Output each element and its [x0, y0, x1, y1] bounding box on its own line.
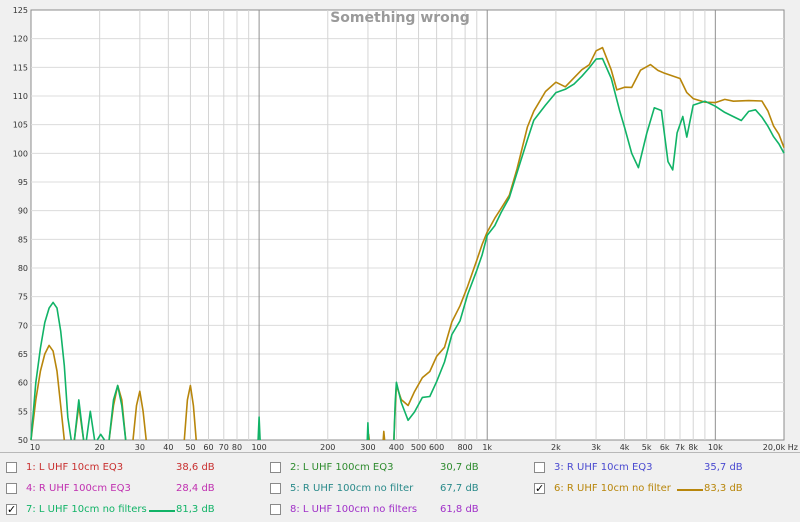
x-tick-label: 70 [219, 443, 229, 452]
legend-item-6[interactable]: ✓ 6: R UHF 10cm no filter 83,3 dB [534, 481, 774, 501]
legend-swatch [677, 489, 703, 491]
legend-checkbox[interactable] [270, 462, 281, 473]
legend-label: 7: L UHF 10cm no filters [26, 504, 147, 515]
x-tick-label: 10 [30, 443, 40, 452]
y-tick-label: 75 [18, 293, 28, 302]
legend-value: 38,6 dB [176, 462, 215, 473]
y-tick-label: 105 [13, 121, 28, 130]
series-line-2 [257, 416, 261, 441]
legend-checkbox[interactable] [6, 483, 17, 494]
legend-checkbox[interactable] [270, 483, 281, 494]
legend-item-1[interactable]: 1: L UHF 10cm EQ3 38,6 dB [6, 460, 246, 480]
legend-value: 83,3 dB [704, 483, 743, 494]
x-tick-label: 400 [389, 443, 404, 452]
x-tick-label: 60 [203, 443, 213, 452]
legend-label: 4: R UHF 100cm EQ3 [26, 483, 131, 494]
x-tick-label: 8k [688, 443, 698, 452]
legend-swatch [149, 510, 175, 512]
series-line-1 [393, 46, 785, 441]
y-tick-label: 100 [13, 149, 28, 158]
legend-item-3[interactable]: 3: R UHF 10cm EQ3 35,7 dB [534, 460, 774, 480]
series-line-2 [108, 384, 127, 441]
x-tick-label: 40 [163, 443, 173, 452]
series-line-2 [96, 433, 106, 441]
legend-checkbox[interactable] [534, 462, 545, 473]
x-tick-label: 6k [660, 443, 670, 452]
y-tick-label: 55 [18, 407, 28, 416]
x-tick-label: 2k [551, 443, 561, 452]
series-line-1 [183, 384, 197, 441]
y-tick-label: 90 [18, 207, 28, 216]
legend-checkbox[interactable] [270, 504, 281, 515]
x-tick-label: 200 [320, 443, 335, 452]
y-tick-label: 50 [18, 436, 28, 445]
legend-item-4[interactable]: 4: R UHF 100cm EQ3 28,4 dB [6, 481, 246, 501]
y-tick-label: 65 [18, 350, 28, 359]
series-line-2 [30, 301, 72, 441]
x-tick-label: 20,0k Hz [763, 443, 798, 452]
series-line-2 [393, 57, 785, 441]
series-line-2 [366, 422, 370, 441]
y-tick-label: 70 [18, 321, 28, 330]
x-tick-label: 300 [360, 443, 375, 452]
legend-label: 1: L UHF 10cm EQ3 [26, 462, 124, 473]
x-tick-label: 3k [591, 443, 601, 452]
x-tick-label: 50 [185, 443, 195, 452]
legend-item-5[interactable]: 5: R UHF 100cm no filter 67,7 dB [270, 481, 510, 501]
x-tick-label: 500 [411, 443, 426, 452]
legend-value: 35,7 dB [704, 462, 743, 473]
y-tick-label: 85 [18, 235, 28, 244]
legend-label: 5: R UHF 100cm no filter [290, 483, 414, 494]
y-tick-label: 95 [18, 178, 28, 187]
x-tick-label: 4k [620, 443, 630, 452]
y-tick-label: 60 [18, 379, 28, 388]
legend-value: 67,7 dB [440, 483, 479, 494]
y-tick-label: 80 [18, 264, 28, 273]
legend-checkbox[interactable] [6, 462, 17, 473]
legend-checkbox[interactable]: ✓ [6, 503, 17, 516]
x-tick-label: 1k [482, 443, 492, 452]
x-tick-label: 10k [708, 443, 723, 452]
plot-area [30, 9, 785, 441]
legend-item-8[interactable]: 8: L UHF 100cm no filters 61,8 dB [270, 502, 510, 522]
legend-label: 6: R UHF 10cm no filter [554, 483, 671, 494]
x-tick-label: 600 [429, 443, 444, 452]
series-line-1 [30, 344, 66, 441]
legend-label: 2: L UHF 100cm EQ3 [290, 462, 394, 473]
legend-value: 28,4 dB [176, 483, 215, 494]
x-tick-label: 100 [251, 443, 266, 452]
legend-label: 3: R UHF 10cm EQ3 [554, 462, 653, 473]
y-tick-label: 110 [13, 92, 28, 101]
y-tick-label: 125 [13, 6, 28, 15]
legend-value: 81,3 dB [176, 504, 215, 515]
grid [31, 10, 784, 440]
y-tick-label: 120 [13, 35, 28, 44]
curves [30, 46, 785, 441]
x-tick-label: 7k [675, 443, 685, 452]
legend-checkbox[interactable]: ✓ [534, 482, 545, 495]
legend-item-7[interactable]: ✓ 7: L UHF 10cm no filters 81,3 dB [6, 502, 246, 522]
legend-value: 30,7 dB [440, 462, 479, 473]
x-tick-label: 80 [232, 443, 242, 452]
series-line-2 [85, 410, 96, 441]
x-tick-label: 30 [135, 443, 145, 452]
chart-title: Something wrong [330, 10, 470, 26]
series-line-2 [73, 399, 85, 441]
frequency-response-plot: 125 120 115 110 105 100 95 90 85 80 75 70 65 60 55 50 1… [13, 6, 798, 452]
legend-label: 8: L UHF 100cm no filters [290, 504, 418, 515]
legend-item-2[interactable]: 2: L UHF 100cm EQ3 30,7 dB [270, 460, 510, 480]
legend-panel: 1: L UHF 10cm EQ3 38,6 dB 2: L UHF 100cm… [0, 452, 800, 522]
y-tick-label: 115 [13, 63, 28, 72]
x-tick-label: 5k [642, 443, 652, 452]
legend-value: 61,8 dB [440, 504, 479, 515]
series-line-1 [382, 430, 386, 441]
x-axis-ticks: 10 20 30 40 50 60 70 80 100 200 300 400 500 600 800 1k 2… [30, 443, 798, 452]
x-tick-label: 800 [457, 443, 472, 452]
y-axis-ticks: 125 120 115 110 105 100 95 90 85 80 75 70 65 60 55 50 [13, 6, 28, 445]
series-line-1 [132, 390, 147, 441]
x-tick-label: 20 [95, 443, 105, 452]
